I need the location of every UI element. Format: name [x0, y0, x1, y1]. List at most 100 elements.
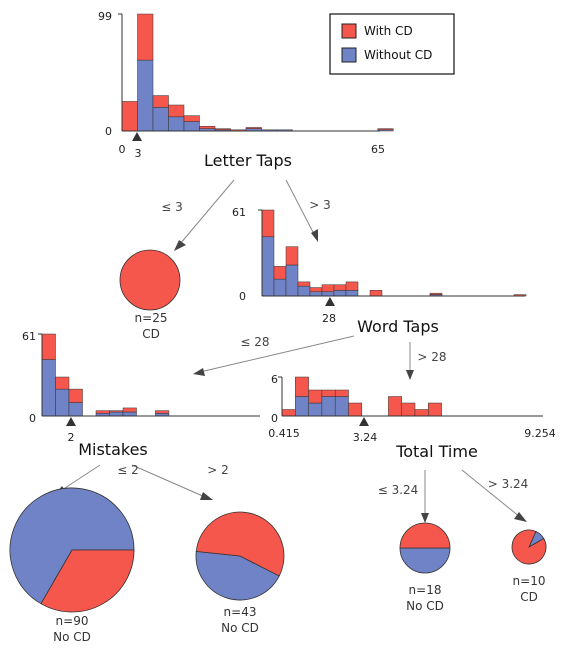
bar-with-cd — [377, 128, 394, 131]
bar-without-cd — [137, 59, 154, 132]
edge-label-word-taps-gt: > 28 — [417, 350, 446, 364]
letter-taps-xmin: 0 — [119, 143, 126, 156]
edge-arrowhead — [421, 513, 429, 523]
legend-box — [329, 13, 455, 75]
bar-without-cd — [168, 116, 185, 132]
bar-with-cd — [369, 290, 383, 297]
letter-taps-ymin: 0 — [105, 125, 112, 138]
bar-without-cd — [152, 107, 169, 132]
legend-label-without-cd: Without CD — [364, 48, 432, 62]
threshold-marker — [359, 417, 369, 426]
bar-without-cd — [41, 359, 56, 417]
bar-with-cd — [137, 13, 154, 61]
bar-with-cd — [214, 128, 231, 131]
bar-with-cd — [261, 209, 275, 238]
bar-with-cd — [429, 292, 443, 295]
bar-with-cd — [95, 410, 110, 414]
edge-arrowhead — [311, 229, 318, 242]
bar-with-cd — [321, 389, 336, 397]
threshold-marker — [132, 132, 142, 141]
edge-mistakes-le — [61, 464, 101, 491]
mistakes-threshold-label: 2 — [68, 431, 75, 444]
pie-slice-without-cd — [195, 550, 280, 601]
edge-arrowhead — [514, 512, 527, 522]
edge-arrowhead — [174, 240, 186, 251]
leaf-class-no-cd-18: No CD — [406, 599, 444, 613]
bar-with-cd — [334, 389, 349, 397]
bar-with-cd — [295, 376, 309, 397]
bar-without-cd — [68, 402, 83, 417]
word-taps-histogram — [258, 209, 527, 306]
letter-taps-threshold-label: 3 — [135, 147, 142, 160]
letter-taps-ymax: 99 — [98, 10, 112, 23]
leaf-pie-cd-10 — [511, 529, 547, 565]
bar-without-cd — [334, 396, 349, 417]
edge-arrowhead — [406, 370, 414, 380]
total-time-ymin: 0 — [271, 412, 278, 425]
leaf-pie-no-cd-43 — [195, 511, 285, 601]
total-time-ymax: 6 — [271, 373, 278, 386]
bar-with-cd — [281, 409, 296, 417]
bar-without-cd — [321, 291, 335, 297]
bar-without-cd — [308, 402, 323, 417]
pie-slice-with-cd — [511, 529, 547, 565]
edge-label-total-time-le: ≤ 3.24 — [378, 483, 419, 497]
bar-with-cd — [308, 389, 323, 404]
leaf-n-cd-10: n=10 — [513, 574, 546, 588]
edge-label-total-time-gt: > 3.24 — [488, 477, 529, 491]
pie-slice-with-cd — [40, 549, 135, 613]
edge-mistakes-gt — [131, 464, 206, 498]
leaf-pie-cd-25 — [119, 249, 181, 311]
bar-without-cd — [321, 396, 336, 417]
leaf-class-no-cd-43: No CD — [221, 621, 259, 635]
edge-label-mistakes-le: ≤ 2 — [117, 463, 139, 477]
word-taps-ymin: 0 — [239, 290, 246, 303]
letter-taps-xmax: 65 — [371, 143, 385, 156]
bar-without-cd — [183, 121, 200, 132]
letter-taps-histogram — [118, 13, 394, 141]
bar-with-cd — [273, 266, 287, 280]
bar-with-cd — [55, 376, 70, 390]
edge-arrowhead — [200, 492, 213, 500]
threshold-marker — [325, 297, 335, 306]
bar-without-cd — [109, 411, 124, 417]
leaf-n-cd-25: n=25 — [135, 311, 168, 325]
legend: With CD Without CD — [329, 13, 455, 75]
split-label-mistakes: Mistakes — [78, 440, 148, 459]
legend-swatch-without-cd — [341, 47, 357, 63]
leaf-n-no-cd-18: n=18 — [409, 583, 442, 597]
edge-total-time-gt — [461, 469, 521, 518]
bar-with-cd — [122, 407, 137, 413]
bar-with-cd — [285, 246, 299, 266]
bar-with-cd — [41, 333, 56, 360]
edge-letter-taps-le — [179, 179, 235, 245]
edge-label-letter-taps-le: ≤ 3 — [161, 200, 183, 214]
mistakes-histogram — [38, 333, 260, 426]
total-time-threshold-label: 3.24 — [353, 431, 378, 444]
bar-with-cd — [168, 104, 185, 118]
bar-with-cd — [321, 284, 335, 293]
bar-with-cd — [414, 409, 429, 417]
bar-without-cd — [261, 236, 275, 297]
bar-with-cd — [297, 281, 311, 287]
bar-with-cd — [428, 402, 442, 417]
edge-letter-taps-gt — [285, 179, 315, 235]
legend-label-with-cd: With CD — [364, 24, 413, 38]
pie-slice — [119, 249, 181, 311]
bar-with-cd — [401, 402, 416, 417]
edge-label-word-taps-le: ≤ 28 — [240, 335, 269, 349]
bar-without-cd — [273, 278, 287, 297]
total-time-xmin: 0.415 — [268, 427, 300, 440]
bar-with-cd — [199, 126, 216, 129]
leaf-n-no-cd-43: n=43 — [224, 605, 257, 619]
word-taps-ymax: 61 — [232, 206, 246, 219]
total-time-xmax: 9.254 — [524, 427, 556, 440]
split-label-total-time: Total Time — [395, 442, 478, 461]
bar-without-cd — [297, 285, 311, 297]
bar-without-cd — [295, 396, 309, 417]
split-label-letter-taps: Letter Taps — [204, 151, 292, 170]
bar-without-cd — [309, 291, 323, 297]
pie-slice-without-cd — [399, 547, 451, 574]
leaf-class-cd-10: CD — [520, 590, 538, 604]
